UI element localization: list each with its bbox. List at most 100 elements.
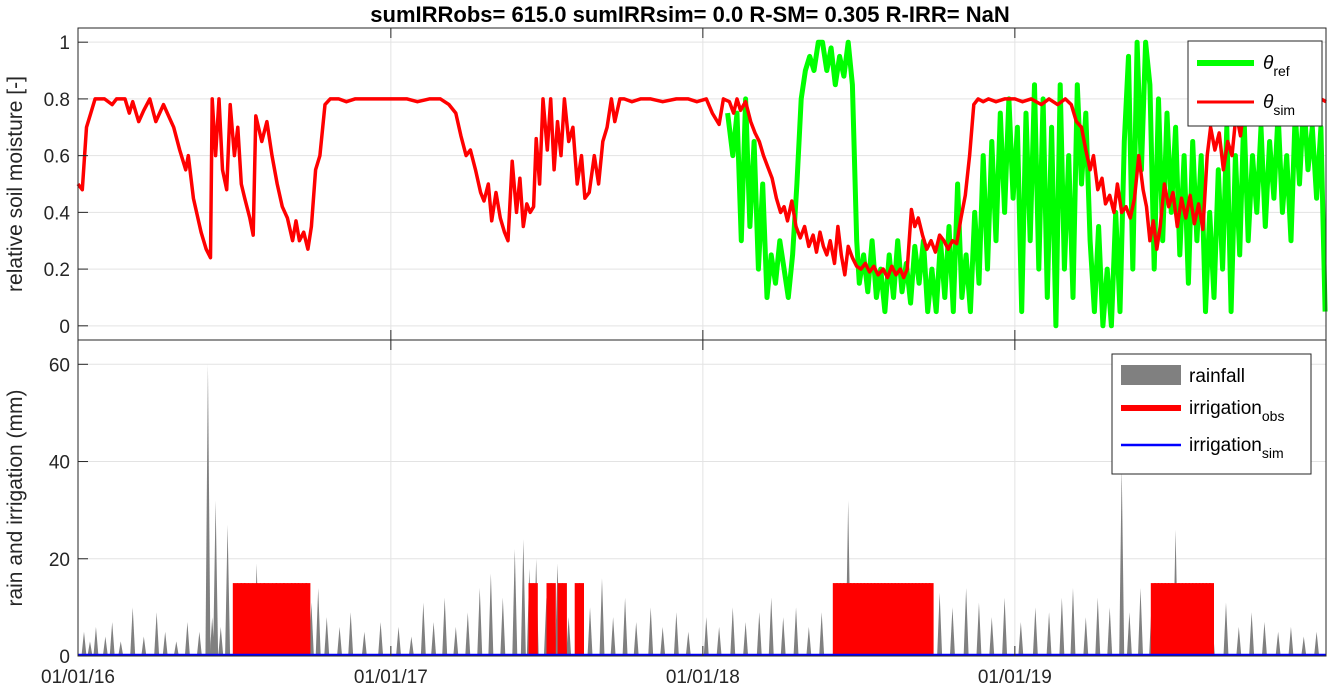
chart-title: sumIRRobs= 615.0 sumIRRsim= 0.0 R-SM= 0.… [370,2,1009,27]
irrigation-obs-bar [546,583,552,656]
rainfall-bar [819,612,825,656]
rainfall-bar [348,612,354,656]
rainfall-bar [1083,617,1089,656]
irrigation-obs-bar [928,583,934,656]
rainfall-bar [716,626,722,656]
rainfall-bar [1002,597,1008,656]
irrigation-obs-bar [272,583,278,656]
rainfall-bar [976,602,982,656]
irrigation-obs-bar [914,583,920,656]
rainfall-bar [1236,626,1242,656]
rainfall-bar [81,631,87,656]
irrigation-obs-bar [853,583,859,656]
irrigation-obs-bar [897,583,903,656]
irrigation-obs-bar [260,583,266,656]
rainfall-bar [218,626,224,656]
irrigation-obs-bar [305,583,311,656]
x-tick-label: 01/01/19 [978,667,1052,688]
rainfall-bar [685,631,691,656]
rainfall-bar [225,524,231,656]
rainfall-bar [1032,607,1038,656]
irrigation-obs-bar [302,583,307,656]
rainfall-bar [512,549,518,656]
rainfall-bar [141,636,147,656]
irrigation-obs-bar [884,583,890,656]
soil-moisture-y-ticks: 0 0.2 0.4 0.6 0.8 1 [44,28,1016,340]
soil-moisture-y-axis-label: relative soil moisture [-] [4,76,27,292]
rainfall-bar [743,621,749,656]
irrigation-obs-bar [925,583,931,656]
rainfall-bar [1018,621,1024,656]
rainfall-bar [130,607,136,656]
irrigation-obs-bar [248,583,254,656]
rainfall-bar [173,641,179,656]
rainfall-bar [361,631,367,656]
rainfall-bar [1249,612,1255,656]
irrigation-obs-bar [240,583,246,656]
irrigation-obs-bar [1164,583,1170,656]
rain-irrigation-y-tick-label: 40 [49,453,70,474]
irrigation-obs-bar [846,583,852,656]
irrigation-obs-bar [1178,583,1184,656]
rainfall-bar [324,617,330,656]
rainfall-bar [315,587,321,656]
rainfall-bar [162,631,168,656]
rainfall-bar [196,631,202,656]
rainfall-bar [610,617,616,656]
rainfall-bar [442,597,448,656]
irrigation-obs-bar [918,583,924,656]
soil-moisture-y-tick-label: 0.2 [44,260,70,281]
irrigation-obs-bar [252,583,258,656]
rainfall-bar [154,612,160,656]
irrigation-obs-bar [1209,583,1214,656]
rainfall-bar [633,621,639,656]
irrigation-obs-bar [557,583,563,656]
rainfall-bar [520,539,526,656]
rainfall-bar [730,607,736,656]
rainfall-bar [109,621,115,656]
irrigation-obs-bar [243,583,249,656]
rain-irrigation-legend: rainfall irrigationobs irrigationsim [1111,353,1312,475]
rainfall-bar [1138,587,1144,656]
rainfall-bar [660,626,666,656]
irrigation-obs-bar [574,583,580,656]
rainfall-bar [184,621,190,656]
irrigation-obs-bar [849,583,855,656]
irrigation-obs-bar [863,583,869,656]
soil-moisture-y-tick-label: 0.4 [44,203,71,224]
irrigation-obs-bar [550,583,556,656]
irrigation-obs-bar [836,583,842,656]
legend-theta-ref-label: θref [1263,53,1290,79]
legend-irrigation-sim-label: irrigationsim [1189,435,1284,461]
irrigation-obs-bar [894,583,900,656]
rainfall-bar [378,621,384,656]
irrigation-obs-bar [561,583,567,656]
rainfall-bar [587,607,593,656]
irrigation-obs-bar [290,583,296,656]
irrigation-obs-bar [1171,583,1177,656]
rainfall-bar [963,587,969,656]
rain-irrigation-series [78,364,1326,657]
irrigation-obs-bar [887,583,893,656]
rainfall-bar [1314,631,1320,656]
rain-irrigation-y-ticks: 0 20 40 60 [49,355,88,668]
legend-theta-sim-label: θsim [1263,92,1295,118]
irrigation-obs-bar [911,583,917,656]
soil-moisture-y-tick-label: 0 [59,317,70,338]
rainfall-bar [408,636,414,656]
irrigation-obs-bar [856,583,862,656]
rainfall-bar [1223,602,1229,656]
irrigation-obs-bar [255,583,261,656]
legend-rainfall-label: rainfall [1189,366,1245,387]
irrigation-obs-bar [1195,583,1201,656]
soil-moisture-y-tick-label: 0.8 [44,90,70,111]
irrigation-obs-bar [579,583,584,656]
irrigation-obs-bar [1198,583,1204,656]
irrigation-obs-bar [860,583,866,656]
theta-sim-line [76,97,1327,280]
rainfall-bar [453,626,459,656]
irrigation-obs-bar [870,583,876,656]
irrigation-obs-bar [297,583,303,656]
irrigation-obs-bar [921,583,927,656]
